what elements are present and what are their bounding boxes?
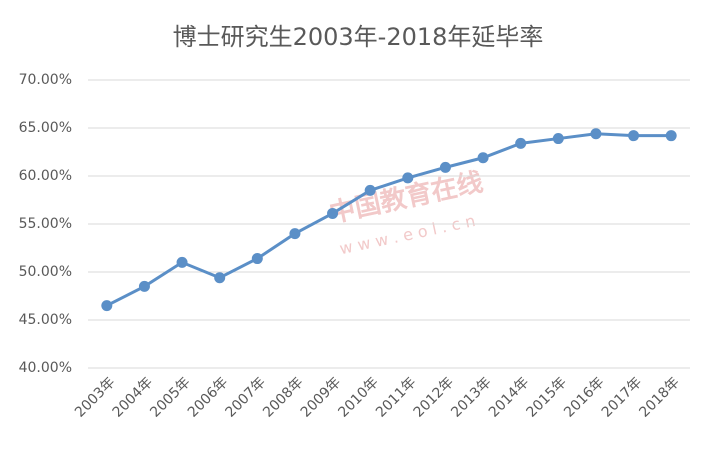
point bbox=[439, 161, 451, 173]
point bbox=[402, 172, 414, 184]
x-tick-label: 2004年 bbox=[110, 374, 156, 420]
point bbox=[327, 207, 339, 219]
x-tick-label: 2018年 bbox=[636, 374, 682, 420]
x-tick-label: 2009年 bbox=[298, 374, 344, 420]
point bbox=[590, 128, 602, 140]
point bbox=[364, 184, 376, 196]
x-tick-label: 2014年 bbox=[486, 374, 532, 420]
x-tick-label: 2003年 bbox=[72, 374, 118, 420]
y-tick-label: 70.00% bbox=[19, 72, 72, 88]
point bbox=[628, 130, 640, 142]
x-tick-label: 2005年 bbox=[147, 374, 193, 420]
x-tick-label: 2010年 bbox=[335, 374, 381, 420]
point bbox=[515, 137, 527, 149]
point bbox=[138, 280, 150, 292]
x-tick-label: 2006年 bbox=[185, 374, 231, 420]
point bbox=[251, 253, 263, 265]
y-tick-label: 65.00% bbox=[19, 120, 72, 136]
point bbox=[214, 272, 226, 284]
point bbox=[665, 130, 677, 142]
y-tick-label: 50.00% bbox=[19, 264, 72, 280]
x-tick-label: 2016年 bbox=[561, 374, 607, 420]
y-tick-label: 60.00% bbox=[19, 168, 72, 184]
point bbox=[477, 152, 489, 164]
y-tick-label: 55.00% bbox=[19, 216, 72, 232]
point bbox=[289, 228, 301, 240]
x-tick-label: 2007年 bbox=[223, 374, 269, 420]
x-tick-label: 2015年 bbox=[524, 374, 570, 420]
x-tick-label: 2011年 bbox=[373, 374, 419, 420]
point bbox=[176, 256, 188, 268]
y-tick-label: 45.00% bbox=[19, 312, 72, 328]
point bbox=[552, 133, 564, 145]
point bbox=[101, 300, 113, 312]
x-tick-label: 2008年 bbox=[260, 374, 306, 420]
x-tick-label: 2013年 bbox=[448, 374, 494, 420]
line bbox=[106, 132, 672, 307]
chart-title: 博士研究生2003年-2018年延毕率 bbox=[173, 23, 544, 51]
x-tick-label: 2017年 bbox=[599, 374, 645, 420]
y-tick-label: 40.00% bbox=[19, 360, 72, 376]
x-tick-label: 2012年 bbox=[411, 374, 457, 420]
